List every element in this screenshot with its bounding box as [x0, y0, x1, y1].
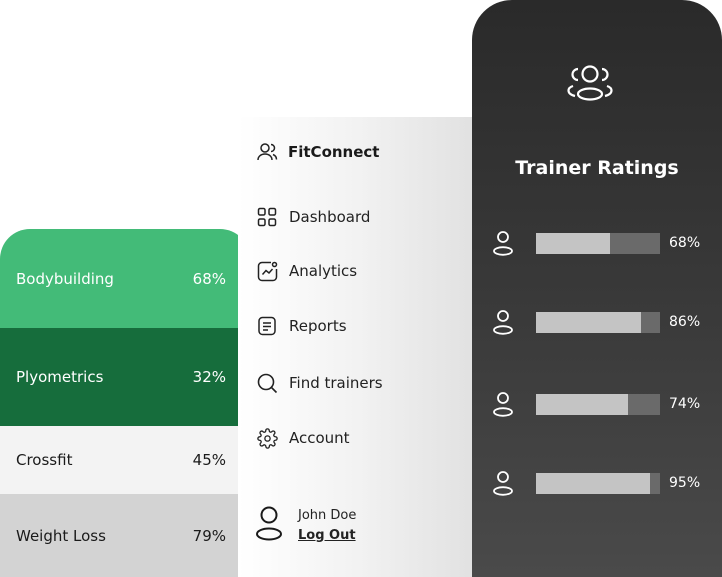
rating-bar-fill	[536, 233, 611, 254]
trainer-avatar-icon	[492, 391, 514, 421]
rating-bar-fill	[536, 312, 642, 333]
ratings-title: Trainer Ratings	[515, 157, 679, 179]
category-list: Bodybuilding 68% Plyometrics 32% Crossfi…	[0, 229, 250, 577]
brand[interactable]: FitConnect	[256, 141, 379, 163]
nav-item-dashboard[interactable]: Dashboard	[256, 206, 370, 228]
nav-item-label: Find trainers	[289, 374, 383, 392]
brand-name: FitConnect	[288, 143, 380, 161]
trainer-avatar-icon	[492, 230, 514, 260]
rating-row: 74%	[492, 391, 712, 417]
category-item-bodybuilding[interactable]: Bodybuilding 68%	[0, 229, 250, 328]
gear-icon	[256, 427, 278, 449]
nav-item-reports[interactable]: Reports	[256, 315, 347, 337]
rating-percent: 95%	[669, 475, 701, 491]
category-item-crossfit[interactable]: Crossfit 45%	[0, 426, 250, 494]
rating-percent: 86%	[669, 314, 701, 330]
analytics-icon	[256, 260, 278, 282]
grid-icon	[256, 206, 278, 228]
rating-row: 86%	[492, 309, 712, 335]
category-label: Bodybuilding	[16, 269, 114, 288]
trainer-avatar-icon	[492, 470, 514, 500]
category-label: Plyometrics	[16, 368, 104, 386]
trainer-avatar-icon	[492, 309, 514, 339]
rating-bar	[536, 312, 660, 333]
users-icon	[256, 141, 278, 163]
rating-bar	[536, 473, 660, 494]
category-percent: 45%	[192, 451, 226, 469]
rating-bar-fill	[536, 473, 651, 494]
nav-item-label: Account	[289, 429, 350, 447]
rating-percent: 74%	[669, 396, 701, 412]
trainer-ratings-panel: Trainer Ratings 68% 86% 74% 95%	[472, 0, 722, 577]
nav-item-label: Analytics	[289, 262, 358, 280]
nav-item-label: Reports	[289, 317, 347, 335]
reports-icon	[256, 315, 278, 337]
rating-bar	[536, 233, 660, 254]
category-percent: 79%	[192, 526, 226, 545]
logout-link[interactable]: Log Out	[298, 527, 356, 543]
category-label: Weight Loss	[16, 526, 106, 545]
rating-row: 68%	[492, 230, 712, 256]
category-item-plyometrics[interactable]: Plyometrics 32%	[0, 328, 250, 426]
rating-bar-fill	[536, 394, 628, 415]
nav-item-label: Dashboard	[289, 208, 371, 226]
user-name: John Doe	[298, 507, 357, 523]
category-percent: 32%	[192, 368, 226, 386]
group-icon	[566, 62, 614, 106]
nav-item-analytics[interactable]: Analytics	[256, 260, 357, 282]
nav-item-find-trainers[interactable]: Find trainers	[256, 372, 383, 394]
category-item-weight-loss[interactable]: Weight Loss 79%	[0, 494, 250, 577]
search-icon	[256, 372, 278, 394]
rating-bar	[536, 394, 660, 415]
category-label: Crossfit	[16, 451, 73, 469]
category-percent: 68%	[192, 269, 226, 288]
rating-percent: 68%	[669, 235, 701, 251]
user-avatar-icon	[254, 505, 284, 545]
nav-item-account[interactable]: Account	[256, 427, 350, 449]
rating-row: 95%	[492, 470, 712, 496]
user-profile: John Doe Log Out	[254, 505, 356, 545]
